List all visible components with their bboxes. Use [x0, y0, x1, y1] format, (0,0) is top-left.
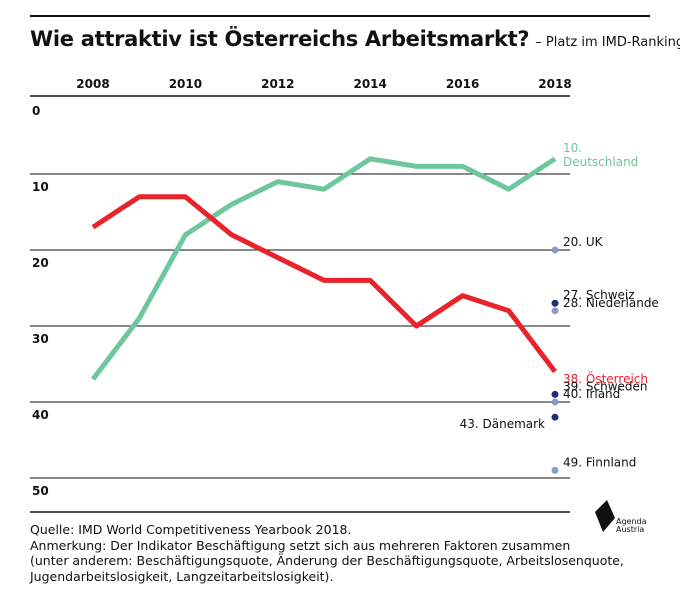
annotation-line-3: Jugendarbeitslosigkeit, Langzeitarbeitsl…	[30, 568, 334, 584]
end-label: 20. UK	[563, 235, 604, 249]
end-label: 10. Deutschland	[563, 141, 638, 169]
end-label: 38. Österreich	[563, 370, 648, 386]
y-tick-label: 30	[32, 332, 49, 346]
logo-text-austria: Austria	[616, 525, 645, 534]
x-tick-label: 2010	[169, 77, 202, 91]
end-label: 40. Irland	[563, 387, 620, 401]
country-dot	[551, 413, 559, 421]
end-label: 49. Finnland	[563, 455, 636, 469]
y-tick-label: 0	[32, 104, 40, 118]
logo-text-agenda: Agenda	[616, 517, 647, 526]
end-label: 28. Niederlande	[563, 296, 659, 310]
annotation-line-1: Anmerkung: Der Indikator Beschäftigung s…	[30, 537, 571, 553]
y-tick-label: 20	[32, 256, 49, 270]
chart-title: Wie attraktiv ist Österreichs Arbeitsmar…	[30, 27, 530, 51]
source-note: Quelle: IMD World Competitiveness Yearbo…	[30, 522, 352, 537]
series-line-deutschland	[91, 156, 557, 381]
x-tick-label: 2012	[261, 77, 294, 91]
country-dot	[551, 299, 559, 307]
x-tick-label: 2014	[353, 77, 386, 91]
x-tick-label: 2008	[76, 77, 109, 91]
end-label: 39. Schweden	[563, 379, 648, 393]
y-tick-label: 10	[32, 180, 49, 194]
chart-title-block: Wie attraktiv ist Österreichs Arbeitsmar…	[30, 27, 680, 51]
country-dot	[551, 307, 559, 315]
end-label: 43. Dänemark	[460, 417, 545, 431]
country-dot	[551, 398, 559, 406]
y-tick-label: 40	[32, 408, 49, 422]
country-dot	[551, 390, 559, 398]
end-label: 27. Schweiz	[563, 288, 635, 302]
agenda-austria-logo: Agenda Austria	[590, 500, 650, 540]
chart-subtitle: – Platz im IMD-Ranking	[535, 35, 680, 50]
series-line--sterreich	[91, 194, 557, 374]
top-rule	[30, 15, 650, 17]
x-tick-label: 2016	[446, 77, 479, 91]
y-tick-label: 50	[32, 484, 49, 498]
footer-notes: Quelle: IMD World Competitiveness Yearbo…	[30, 522, 624, 584]
annotation-line-2: (unter anderem: Beschäftigungsquote, Änd…	[30, 553, 624, 568]
x-tick-label: 2018	[538, 77, 571, 91]
logo-mark-icon	[595, 500, 615, 532]
country-dot	[551, 466, 559, 474]
country-dot	[551, 246, 559, 254]
